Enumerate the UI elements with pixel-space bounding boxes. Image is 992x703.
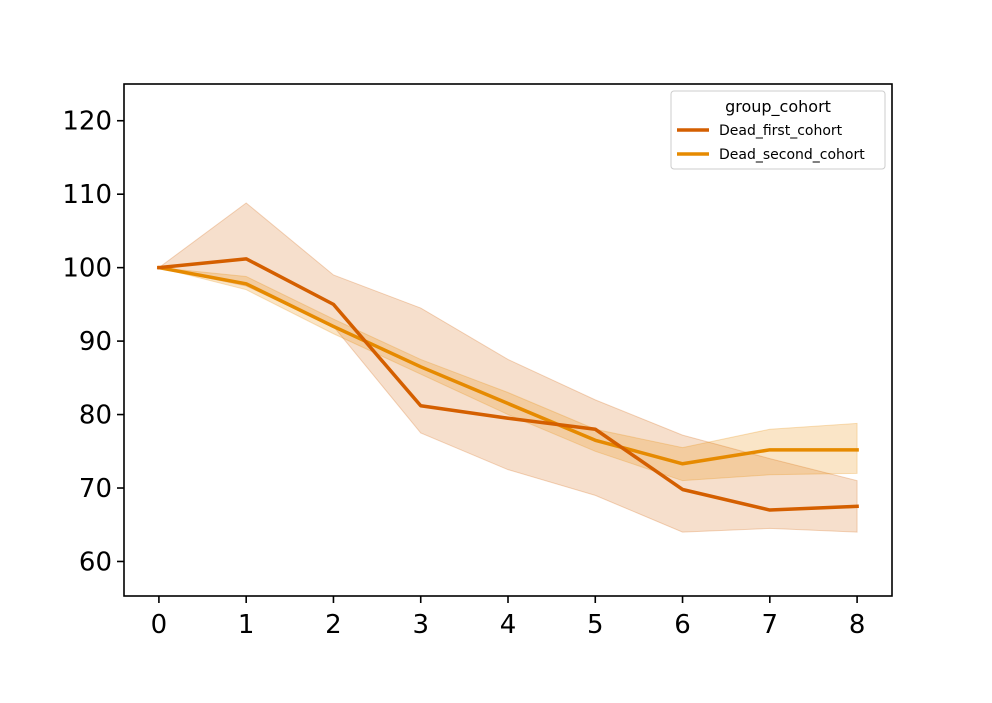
x-tick-label: 8 [849, 610, 866, 640]
x-tick-label: 2 [325, 610, 342, 640]
legend-entries: Dead_first_cohort Dead_second_cohort [677, 123, 865, 163]
y-tick-label: 80 [79, 401, 112, 431]
legend-label: Dead_second_cohort [719, 147, 865, 163]
y-tick-label: 90 [79, 327, 112, 357]
y-tick-label: 110 [62, 180, 112, 210]
x-tick-label: 6 [674, 610, 691, 640]
legend-label: Dead_first_cohort [719, 123, 843, 139]
legend-title: group_cohort [725, 97, 831, 117]
x-tick-label: 0 [151, 610, 168, 640]
y-tick-label: 120 [62, 107, 112, 137]
x-tick-label: 1 [238, 610, 255, 640]
x-axis: 0 1 2 3 4 5 6 7 8 [151, 596, 866, 640]
x-tick-label: 5 [587, 610, 604, 640]
series-line-Dead_first_cohort [156, 257, 859, 512]
legend: group_cohort Dead_first_cohort Dead_secon… [670, 90, 886, 170]
y-tick-label: 60 [79, 547, 112, 577]
series-line-Dead_second_cohort [156, 265, 859, 466]
series-lines [156, 257, 859, 512]
x-tick-label: 4 [500, 610, 517, 640]
x-tick-label: 3 [412, 610, 429, 640]
y-tick-label: 100 [62, 254, 112, 284]
y-axis: 60 70 80 90 100 110 120 [62, 107, 124, 577]
x-tick-label: 7 [762, 610, 779, 640]
legend-box [670, 90, 886, 170]
y-tick-label: 70 [79, 474, 112, 504]
